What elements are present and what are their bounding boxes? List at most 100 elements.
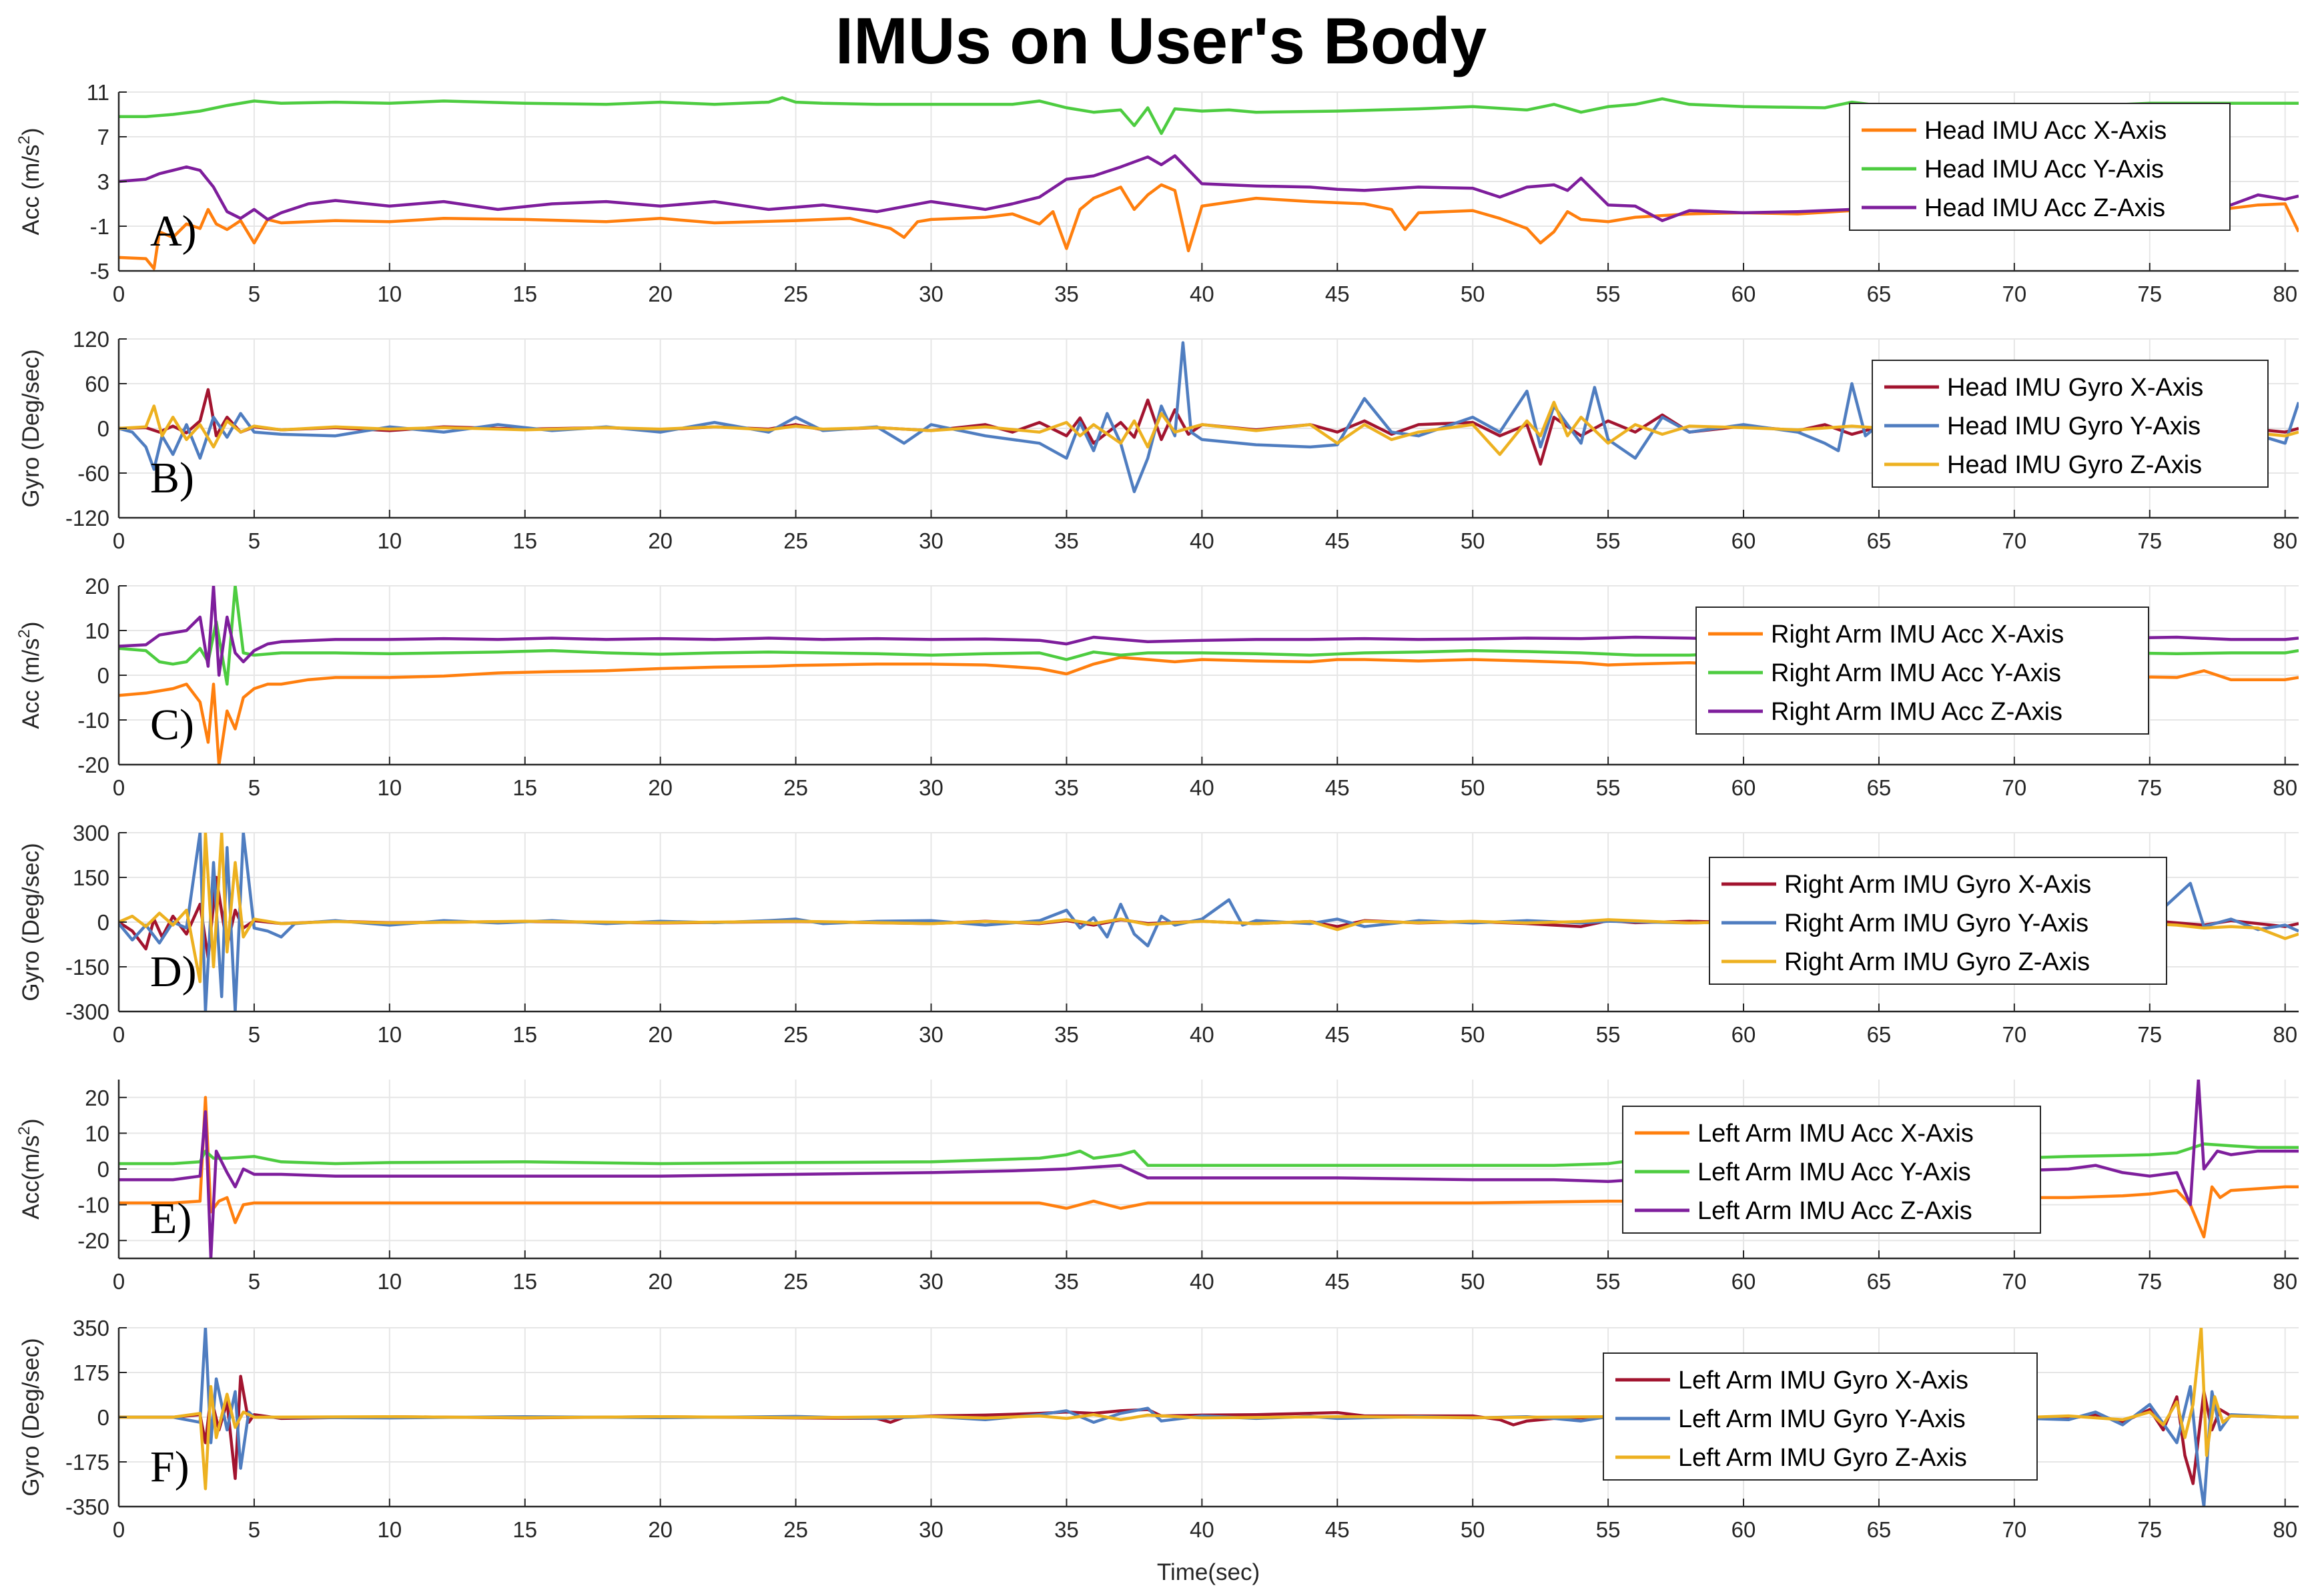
legend: Left Arm IMU Acc X-Axis Left Arm IMU Acc … (1622, 1106, 2041, 1234)
legend-box (1603, 1352, 2038, 1481)
x-tick-label: 75 (2137, 1517, 2162, 1542)
series-line-3 (119, 1328, 2299, 1491)
x-tick-label: 65 (1867, 1269, 1892, 1294)
y-axis-label: Acc (m/s2) (15, 621, 44, 729)
y-tick-label: 11 (87, 80, 109, 105)
panel-4: 0 5 10 15 20 25 30 35 40 45 50 55 60 65 70 75 803001500-… (18, 821, 2299, 1047)
x-tick-label: 65 (1867, 282, 1892, 306)
x-tick-label: 55 (1596, 1269, 1621, 1294)
y-axis-label: Gyro (Deg/sec) (18, 843, 44, 1001)
x-tick-label: 50 (1461, 1517, 1485, 1542)
y-tick-label: 0 (97, 910, 109, 935)
legend-entry: Head IMU Acc X-Axis (1924, 117, 2167, 145)
legend-entry: Left Arm IMU Gyro Y-Axis (1678, 1405, 1966, 1433)
legend-entry: Right Arm IMU Gyro Z-Axis (1784, 948, 2090, 976)
x-tick-label: 60 (1731, 775, 1756, 800)
x-tick-label: 80 (2273, 528, 2297, 553)
y-tick-label: -20 (77, 1228, 109, 1253)
y-tick-label: -120 (65, 506, 109, 530)
x-tick-label: 45 (1325, 775, 1350, 800)
legend-entry: Head IMU Gyro Y-Axis (1947, 412, 2201, 440)
legend: Left Arm IMU Gyro X-Axis Left Arm IMU Gyr… (1603, 1352, 2038, 1481)
y-axis-label: Gyro (Deg/sec) (18, 1338, 44, 1496)
legend-box (1695, 607, 2149, 735)
legend-entry: Right Arm IMU Gyro X-Axis (1784, 871, 2091, 899)
y-axis-label: Acc(m/s2) (15, 1118, 44, 1219)
x-tick-label: 50 (1461, 1269, 1485, 1294)
x-tick-label: 35 (1054, 1517, 1079, 1542)
panel-6: 0 5 10 15 20 25 30 35 40 45 50 55 60 65 70 75 803501750-… (18, 1316, 2299, 1542)
x-tick-label: 20 (648, 282, 673, 306)
y-tick-label: 0 (97, 1157, 109, 1182)
panel-3: 0 5 10 15 20 25 30 35 40 45 50 55 60 65 70 75 80 20 10 0 -10… (15, 574, 2299, 800)
x-tick-label: 0 (113, 282, 125, 306)
x-tick-label: 30 (919, 528, 943, 553)
x-tick-label: 0 (113, 1517, 125, 1542)
x-tick-label: 0 (113, 1269, 125, 1294)
x-tick-label: 60 (1731, 282, 1756, 306)
x-tick-label: 40 (1190, 1022, 1214, 1047)
y-tick-label: -10 (77, 1193, 109, 1218)
legend-entry: Left Arm IMU Acc Y-Axis (1697, 1158, 1971, 1186)
legend: Head IMU Acc X-Axis Head IMU Acc Y-Axis He… (1849, 103, 2231, 231)
x-tick-label: 70 (2002, 528, 2027, 553)
y-tick-label: -350 (65, 1495, 109, 1519)
y-axis-label: Gyro (Deg/sec) (18, 349, 44, 507)
x-tick-label: 10 (377, 1269, 402, 1294)
y-tick-label: 0 (97, 1405, 109, 1430)
y-tick-label: -60 (77, 461, 109, 486)
x-tick-label: 75 (2137, 1022, 2162, 1047)
legend: Head IMU Gyro X-Axis Head IMU Gyro Y-Axis… (1872, 360, 2269, 488)
x-tick-label: 50 (1461, 775, 1485, 800)
x-tick-label: 35 (1054, 1022, 1079, 1047)
y-tick-label: 10 (85, 1121, 109, 1146)
x-tick-label: 80 (2273, 1517, 2297, 1542)
x-tick-label: 25 (783, 775, 808, 800)
x-tick-label: 20 (648, 1517, 673, 1542)
x-tick-label: 55 (1596, 1517, 1621, 1542)
x-tick-label: 70 (2002, 775, 2027, 800)
y-axis-label: Acc (m/s2) (15, 127, 44, 235)
legend-entry: Right Arm IMU Acc Y-Axis (1771, 659, 2061, 687)
y-tick-label: 175 (73, 1360, 109, 1385)
x-tick-label: 30 (919, 1269, 943, 1294)
x-tick-label: 20 (648, 1022, 673, 1047)
x-tick-label: 70 (2002, 282, 2027, 306)
legend-entry: Right Arm IMU Gyro Y-Axis (1784, 909, 2088, 937)
x-tick-label: 40 (1190, 1517, 1214, 1542)
x-tick-label: 45 (1325, 282, 1350, 306)
x-tick-label: 35 (1054, 282, 1079, 306)
x-tick-label: 25 (783, 1269, 808, 1294)
legend-entry: Head IMU Gyro Z-Axis (1947, 451, 2202, 479)
x-tick-label: 60 (1731, 1517, 1756, 1542)
y-tick-label: -175 (65, 1450, 109, 1475)
x-tick-label: 20 (648, 775, 673, 800)
y-tick-label: -150 (65, 955, 109, 979)
x-tick-label: 40 (1190, 1269, 1214, 1294)
y-tick-label: -300 (65, 1000, 109, 1024)
series-line-2 (119, 1142, 2299, 1167)
x-tick-label: 80 (2273, 1269, 2297, 1294)
y-tick-label: 20 (85, 574, 109, 598)
x-tick-label: 60 (1731, 528, 1756, 553)
x-tick-label: 45 (1325, 1517, 1350, 1542)
legend-entry: Head IMU Acc Y-Axis (1924, 155, 2164, 183)
x-tick-label: 25 (783, 528, 808, 553)
x-tick-label: 55 (1596, 282, 1621, 306)
x-tick-label: 35 (1054, 528, 1079, 553)
panel-letter: A) (150, 207, 197, 256)
panel-letter: C) (150, 701, 194, 749)
x-tick-label: 30 (919, 282, 943, 306)
panel-letter: F) (150, 1443, 189, 1491)
x-tick-label: 70 (2002, 1022, 2027, 1047)
series-group (119, 1080, 2299, 1258)
x-tick-label: 5 (248, 1269, 260, 1294)
x-tick-label: 10 (377, 1022, 402, 1047)
x-tick-label: 0 (113, 1022, 125, 1047)
x-tick-label: 10 (377, 282, 402, 306)
x-tick-label: 60 (1731, 1022, 1756, 1047)
series-line-3 (119, 1080, 2299, 1258)
x-tick-label: 45 (1325, 1269, 1350, 1294)
x-tick-label: 10 (377, 1517, 402, 1542)
panel-letter: E) (150, 1194, 191, 1243)
